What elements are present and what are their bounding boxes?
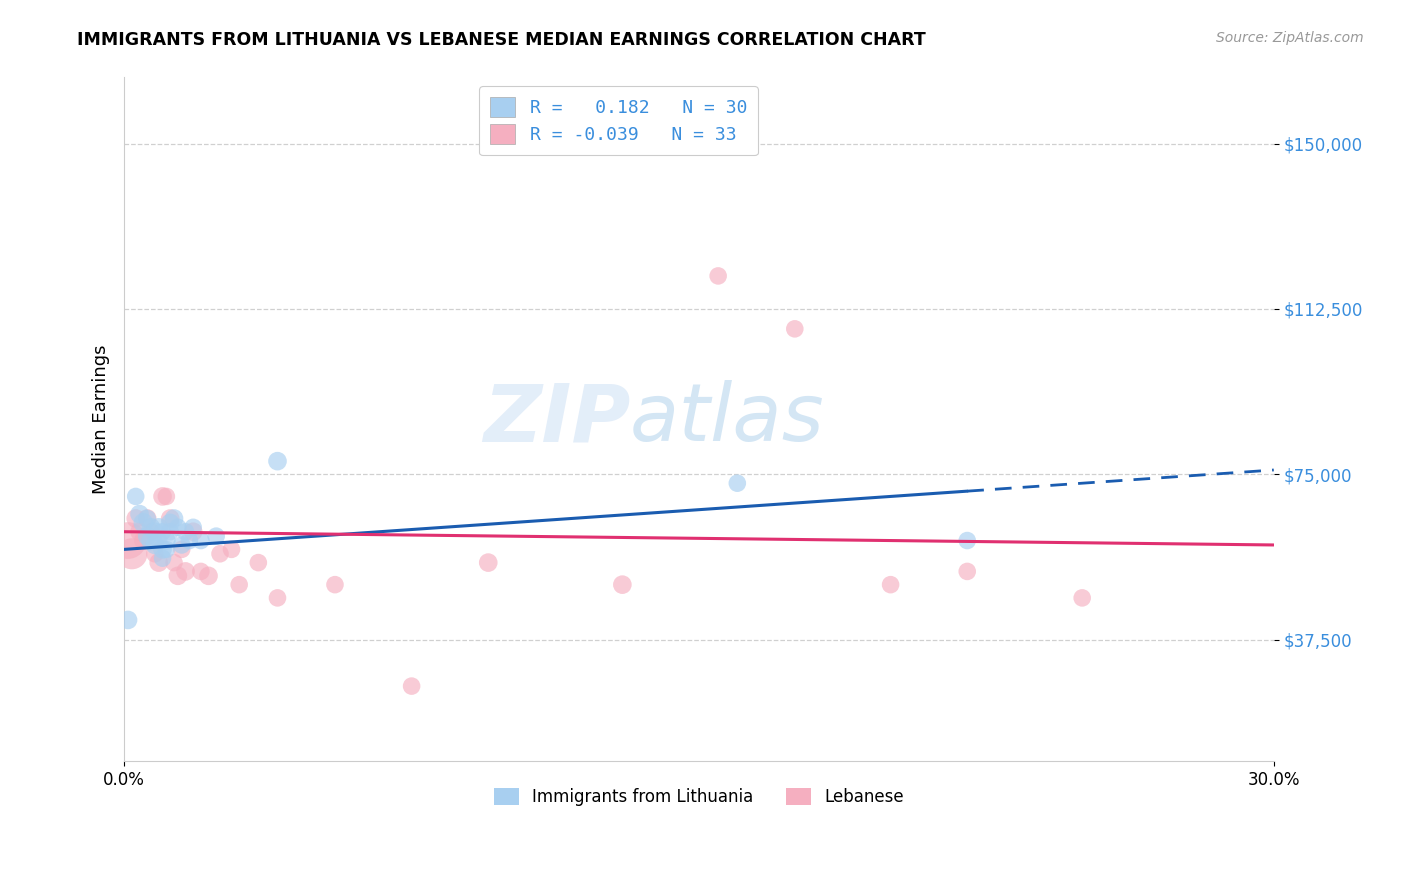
Point: [174, 565, 197, 579]
Point: [170, 542, 193, 557]
Point: [163, 556, 186, 570]
Point: [117, 533, 139, 548]
Text: IMMIGRANTS FROM LITHUANIA VS LEBANESE MEDIAN EARNINGS CORRELATION CHART: IMMIGRANTS FROM LITHUANIA VS LEBANESE ME…: [77, 31, 927, 49]
Point: [152, 542, 174, 557]
Point: [205, 529, 228, 543]
Point: [197, 569, 219, 583]
Point: [136, 529, 159, 543]
Point: [181, 524, 204, 539]
Text: atlas: atlas: [630, 380, 825, 458]
Point: [117, 613, 139, 627]
Point: [401, 679, 423, 693]
Point: [170, 538, 193, 552]
Point: [143, 547, 166, 561]
Point: [139, 524, 162, 539]
Point: [128, 524, 150, 539]
Point: [247, 556, 270, 570]
Point: [125, 511, 148, 525]
Point: [152, 551, 174, 566]
Legend: Immigrants from Lithuania, Lebanese: Immigrants from Lithuania, Lebanese: [485, 780, 912, 814]
Point: [139, 520, 162, 534]
Point: [221, 542, 243, 557]
Point: [956, 565, 979, 579]
Point: [125, 490, 148, 504]
Point: [167, 569, 190, 583]
Point: [163, 511, 186, 525]
Point: [159, 511, 181, 525]
Point: [155, 533, 177, 548]
Point: [707, 268, 730, 283]
Point: [956, 533, 979, 548]
Point: [128, 507, 150, 521]
Point: [783, 322, 806, 336]
Point: [477, 556, 499, 570]
Point: [179, 533, 201, 548]
Point: [143, 538, 166, 552]
Point: [121, 547, 143, 561]
Y-axis label: Median Earnings: Median Earnings: [93, 344, 110, 494]
Point: [159, 524, 181, 539]
Point: [136, 511, 159, 525]
Point: [167, 520, 190, 534]
Text: Source: ZipAtlas.com: Source: ZipAtlas.com: [1216, 31, 1364, 45]
Point: [132, 516, 155, 530]
Point: [152, 490, 174, 504]
Point: [152, 524, 174, 539]
Point: [228, 577, 250, 591]
Point: [132, 533, 155, 548]
Point: [181, 520, 204, 534]
Point: [174, 524, 197, 539]
Point: [155, 490, 177, 504]
Point: [159, 516, 181, 530]
Point: [266, 454, 288, 468]
Point: [266, 591, 288, 605]
Point: [136, 511, 159, 525]
Point: [139, 533, 162, 548]
Point: [148, 556, 170, 570]
Point: [1071, 591, 1094, 605]
Point: [148, 533, 170, 548]
Point: [612, 577, 634, 591]
Point: [208, 547, 231, 561]
Point: [143, 524, 166, 539]
Point: [155, 542, 177, 557]
Point: [190, 533, 212, 548]
Point: [323, 577, 346, 591]
Point: [725, 476, 748, 491]
Point: [148, 520, 170, 534]
Point: [879, 577, 901, 591]
Point: [190, 565, 212, 579]
Text: ZIP: ZIP: [482, 380, 630, 458]
